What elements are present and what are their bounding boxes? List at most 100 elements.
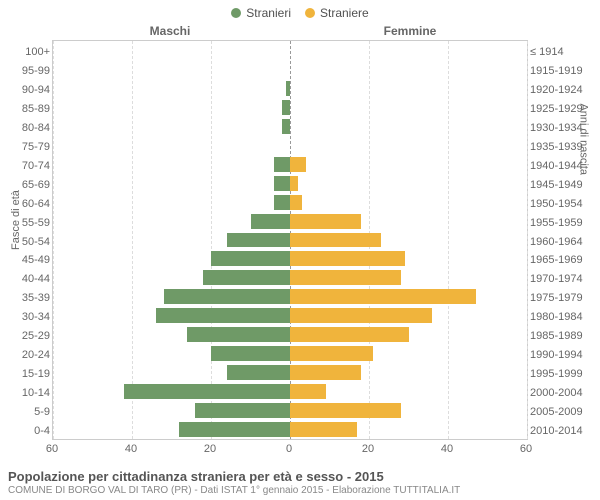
chart-footer: Popolazione per cittadinanza straniera p… xyxy=(8,469,592,496)
y-label-age: 95-99 xyxy=(6,62,50,81)
x-tick-label: 20 xyxy=(204,443,216,455)
bar-male xyxy=(211,251,290,266)
chart-title: Popolazione per cittadinanza straniera p… xyxy=(8,469,592,484)
pyramid-row xyxy=(53,98,527,117)
y-label-age: 80-84 xyxy=(6,119,50,138)
pyramid-row xyxy=(53,363,527,382)
bar-male xyxy=(187,327,290,342)
x-tick-label: 60 xyxy=(520,443,532,455)
bar-female xyxy=(290,195,302,210)
y-label-age: 0-4 xyxy=(6,422,50,441)
bar-male xyxy=(251,214,291,229)
side-title-right: Femmine xyxy=(290,24,600,38)
bar-male xyxy=(274,176,290,191)
pyramid-row xyxy=(53,60,527,79)
y-label-age: 50-54 xyxy=(6,233,50,252)
pyramid-row xyxy=(53,174,527,193)
bar-male xyxy=(211,346,290,361)
bar-female xyxy=(290,233,381,248)
bar-female xyxy=(290,403,401,418)
pyramid-row xyxy=(53,79,527,98)
bar-female xyxy=(290,422,357,437)
pyramid-row xyxy=(53,401,527,420)
pyramid-row xyxy=(53,249,527,268)
y-label-years: 1930-1934 xyxy=(530,119,594,138)
bar-male xyxy=(203,270,290,285)
y-label-years: 1925-1929 xyxy=(530,100,594,119)
bar-female xyxy=(290,289,476,304)
y-label-age: 90-94 xyxy=(6,81,50,100)
legend-swatch-male xyxy=(231,8,241,18)
y-label-years: 1915-1919 xyxy=(530,62,594,81)
y-label-years: 1935-1939 xyxy=(530,138,594,157)
bar-male xyxy=(282,119,290,134)
bar-male xyxy=(227,365,290,380)
y-label-years: 1950-1954 xyxy=(530,195,594,214)
pyramid-row xyxy=(53,325,527,344)
bar-female xyxy=(290,365,361,380)
pyramid-row xyxy=(53,287,527,306)
bar-female xyxy=(290,214,361,229)
y-label-age: 40-44 xyxy=(6,270,50,289)
y-label-age: 10-14 xyxy=(6,384,50,403)
y-label-age: 20-24 xyxy=(6,346,50,365)
side-titles: Maschi Femmine xyxy=(0,20,600,40)
bar-male xyxy=(156,308,290,323)
y-label-years: 2005-2009 xyxy=(530,403,594,422)
y-label-age: 60-64 xyxy=(6,195,50,214)
pyramid-row xyxy=(53,382,527,401)
x-tick-label: 60 xyxy=(46,443,58,455)
chart-subtitle: COMUNE DI BORGO VAL DI TARO (PR) - Dati … xyxy=(8,485,592,496)
y-label-age: 55-59 xyxy=(6,214,50,233)
pyramid-row xyxy=(53,306,527,325)
bar-male xyxy=(195,403,290,418)
pyramid-row xyxy=(53,268,527,287)
x-tick-label: 0 xyxy=(286,443,292,455)
legend-label-male: Stranieri xyxy=(246,6,291,20)
x-tick-label: 20 xyxy=(362,443,374,455)
y-label-age: 75-79 xyxy=(6,138,50,157)
y-label-years: 1975-1979 xyxy=(530,289,594,308)
y-label-years: 1960-1964 xyxy=(530,233,594,252)
bar-male xyxy=(124,384,290,399)
bar-male xyxy=(274,157,290,172)
y-label-years: 1985-1989 xyxy=(530,327,594,346)
bar-female xyxy=(290,308,432,323)
y-label-years: 1970-1974 xyxy=(530,270,594,289)
y-label-years: 2010-2014 xyxy=(530,422,594,441)
y-label-age: 85-89 xyxy=(6,100,50,119)
y-label-age: 30-34 xyxy=(6,308,50,327)
pyramid-row xyxy=(53,136,527,155)
grid-line xyxy=(527,41,528,439)
y-label-years: 1990-1994 xyxy=(530,346,594,365)
bar-male xyxy=(286,81,290,96)
y-label-age: 100+ xyxy=(6,43,50,62)
bar-male xyxy=(274,195,290,210)
legend-label-female: Straniere xyxy=(320,6,369,20)
y-label-years: 1965-1969 xyxy=(530,251,594,270)
bar-male xyxy=(227,233,290,248)
pyramid-row xyxy=(53,212,527,231)
pyramid-row xyxy=(53,193,527,212)
bar-female xyxy=(290,251,405,266)
x-tick-label: 40 xyxy=(441,443,453,455)
pyramid-row xyxy=(53,117,527,136)
plot-area xyxy=(52,40,528,440)
bar-female xyxy=(290,176,298,191)
y-label-age: 45-49 xyxy=(6,251,50,270)
legend-item-female: Straniere xyxy=(305,6,369,20)
pyramid-row xyxy=(53,41,527,60)
pyramid-row xyxy=(53,155,527,174)
bar-male xyxy=(179,422,290,437)
legend-swatch-female xyxy=(305,8,315,18)
y-label-age: 5-9 xyxy=(6,403,50,422)
y-label-age: 25-29 xyxy=(6,327,50,346)
y-label-years: 2000-2004 xyxy=(530,384,594,403)
side-title-left: Maschi xyxy=(0,24,290,38)
y-label-years: 1940-1944 xyxy=(530,157,594,176)
bar-female xyxy=(290,384,326,399)
y-label-age: 35-39 xyxy=(6,289,50,308)
bar-male xyxy=(164,289,290,304)
y-label-years: 1945-1949 xyxy=(530,176,594,195)
pyramid-row xyxy=(53,231,527,250)
